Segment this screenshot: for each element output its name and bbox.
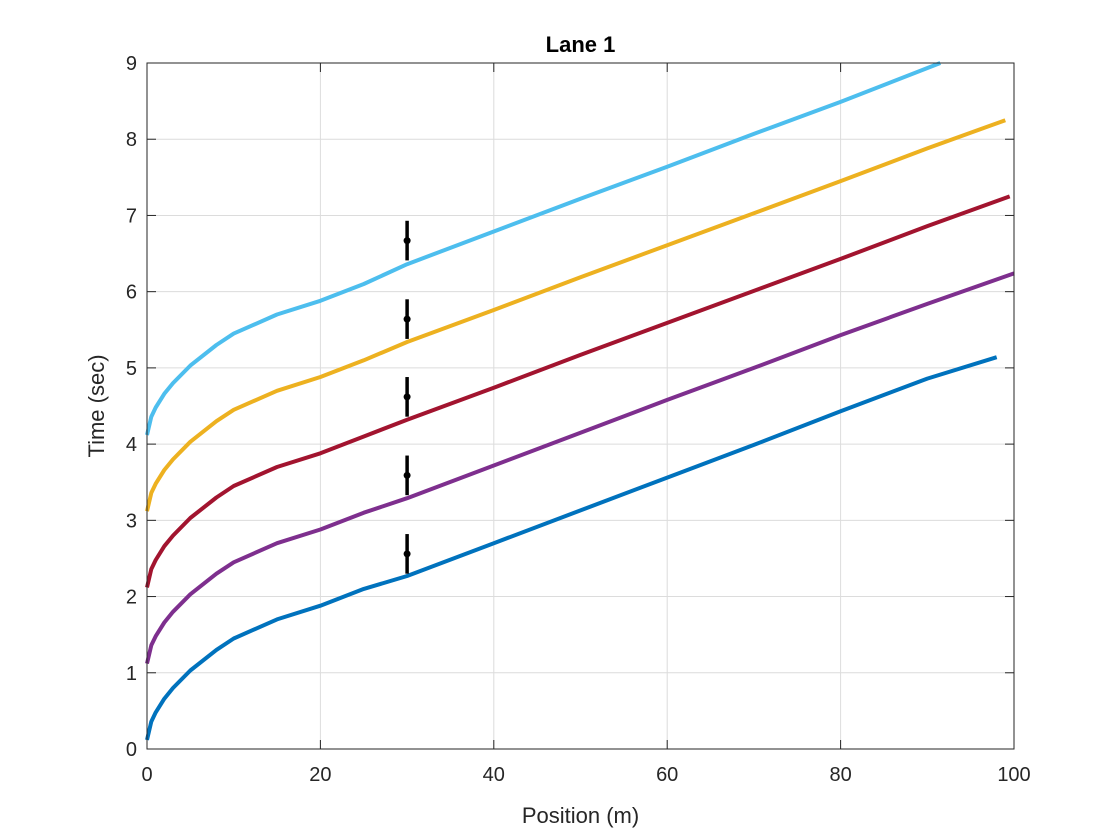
y-tick-label: 6	[126, 282, 137, 304]
y-tick-label: 8	[126, 129, 137, 151]
y-tick-label: 1	[126, 663, 137, 685]
error-bar-point-1	[403, 550, 411, 558]
axes-box	[146, 62, 1015, 750]
y-tick-label: 7	[126, 205, 137, 227]
x-tick-label: 20	[309, 764, 331, 786]
error-bar-point-2	[403, 471, 411, 479]
chart-title: Lane 1	[546, 32, 616, 57]
series-line-4	[145, 118, 1006, 512]
y-tick-label: 9	[126, 53, 137, 75]
y-tick-label: 2	[126, 587, 137, 609]
x-tick-label: 60	[656, 764, 678, 786]
x-tick-label: 100	[997, 764, 1030, 786]
ticks: 0 20 40 60 80 100 0 1 2 3 4 5 6 7 8 9	[126, 53, 1031, 786]
y-tick-label: 5	[126, 358, 137, 380]
series-line-5	[145, 61, 942, 436]
x-tick-label: 0	[141, 764, 152, 786]
x-tick-label: 40	[483, 764, 505, 786]
y-tick-label: 3	[126, 510, 137, 532]
series-line-1	[145, 355, 998, 741]
series-layer	[145, 61, 1015, 741]
series-line-2	[145, 271, 1015, 665]
error-bar-point-4	[403, 315, 411, 323]
error-bar-point-3	[403, 393, 411, 401]
x-axis-label: Position (m)	[522, 803, 639, 828]
plot-area	[147, 63, 1014, 749]
series-line-3	[145, 194, 1011, 588]
y-tick-label: 0	[126, 739, 137, 761]
x-tick-label: 80	[829, 764, 851, 786]
error-bar-layer	[403, 220, 411, 574]
error-bar-point-5	[403, 237, 411, 245]
y-tick-label: 4	[126, 434, 137, 456]
y-axis-label: Time (sec)	[84, 354, 109, 457]
